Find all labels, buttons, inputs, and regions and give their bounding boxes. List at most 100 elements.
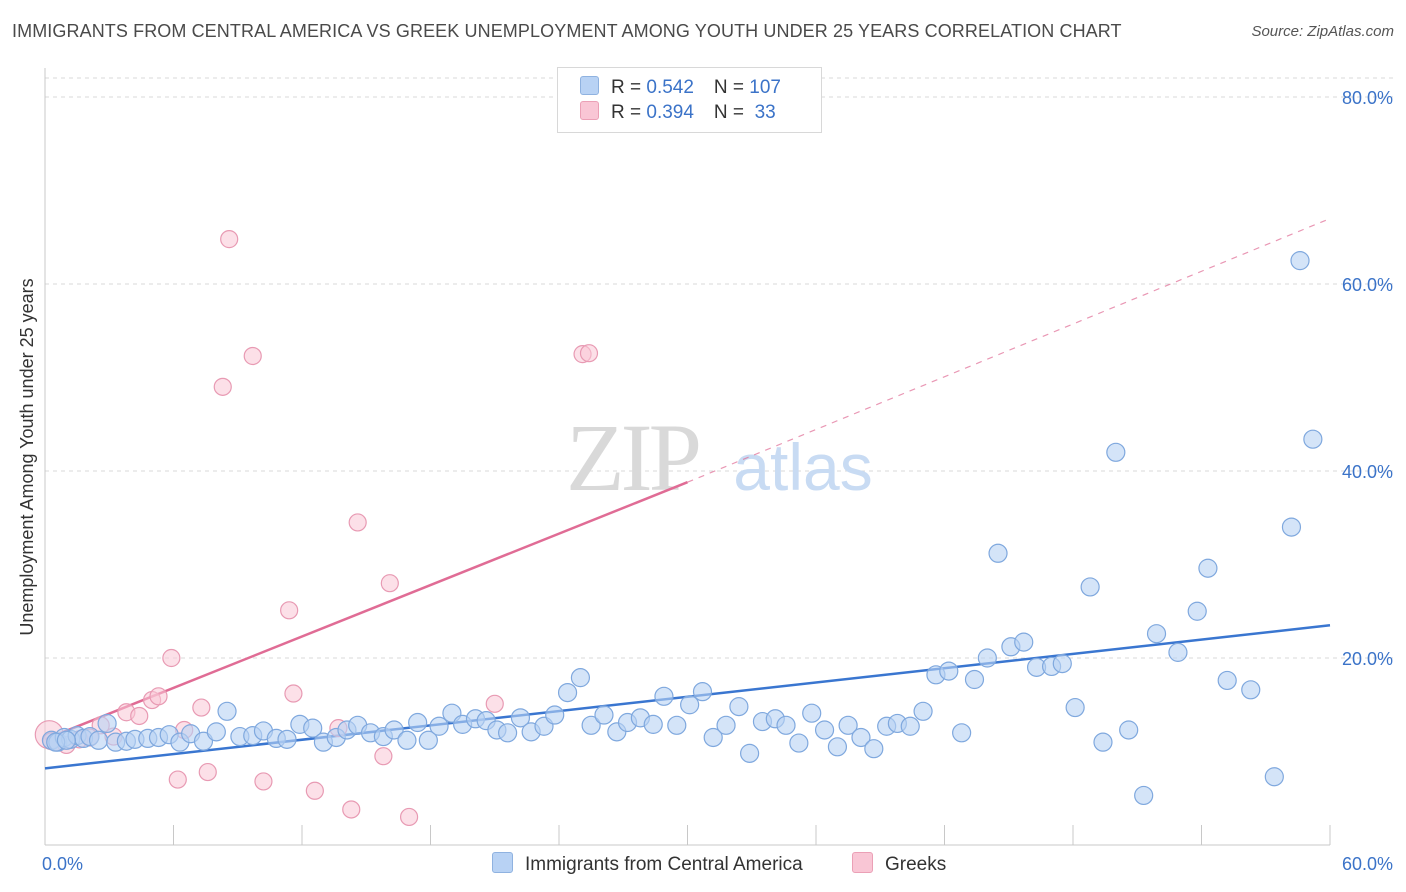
greeks-point	[198, 762, 217, 782]
zipatlas-watermark: ZIP atlas	[566, 404, 873, 511]
y-tick-label: 80.0%	[1342, 88, 1393, 108]
central-america-point	[303, 718, 323, 738]
central-america-point	[1080, 577, 1100, 597]
chart-title: IMMIGRANTS FROM CENTRAL AMERICA VS GREEK…	[12, 21, 1122, 41]
central-america-point	[1168, 642, 1188, 662]
central-america-point	[838, 715, 858, 735]
central-america-point	[1052, 654, 1072, 674]
central-america-point	[570, 668, 591, 688]
x-tick-label: 0.0%	[42, 854, 83, 874]
central-america-point	[193, 731, 214, 751]
central-america-point	[56, 730, 77, 750]
central-america-point	[217, 701, 237, 721]
y-tick-label: 40.0%	[1342, 462, 1393, 482]
series-label-pink: Greeks	[885, 854, 947, 875]
legend-r-value-pink: 0.394	[646, 102, 694, 123]
central-america-point	[510, 708, 531, 728]
central-america-point	[397, 730, 417, 750]
x-tick-label: 60.0%	[1342, 854, 1393, 874]
central-america-point	[581, 715, 601, 735]
legend-n-label: N =	[713, 102, 750, 123]
greeks-point	[213, 377, 232, 396]
central-america-point	[952, 723, 972, 743]
greeks-point	[348, 513, 367, 532]
central-america-point	[1134, 785, 1154, 806]
central-america-point	[594, 705, 614, 725]
greeks-point	[399, 807, 419, 827]
greeks-point	[149, 687, 168, 706]
greeks-point	[243, 346, 262, 366]
central-america-point	[977, 648, 997, 668]
central-america-point	[1241, 680, 1261, 700]
legend-swatch-blue	[580, 76, 599, 95]
central-america-point	[740, 743, 760, 763]
greeks-point	[305, 781, 324, 800]
central-america-point	[680, 695, 700, 715]
legend-n-value-blue: 107	[749, 77, 781, 98]
central-america-point	[1014, 632, 1034, 652]
greeks-point	[162, 648, 181, 668]
central-america-point	[864, 739, 884, 759]
central-america-point	[206, 722, 226, 742]
central-america-point	[1264, 767, 1284, 787]
central-america-point	[703, 727, 723, 748]
central-america-point	[789, 733, 809, 753]
legend-r-value-blue: 0.542	[646, 77, 694, 98]
legend-n-label: N =	[713, 77, 750, 98]
central-america-point	[776, 715, 796, 735]
greeks-point	[168, 770, 187, 789]
trend-extension-greeks	[687, 217, 1331, 483]
legend-row-pink: R = 0.394 N = 33	[580, 101, 776, 127]
central-america-point	[900, 716, 920, 736]
y-axis-label: Unemployment Among Youth under 25 years	[17, 278, 37, 635]
series-swatch-pink	[852, 852, 873, 873]
watermark-atlas: atlas	[733, 430, 872, 504]
series-legend-pink: Greeks	[852, 852, 946, 876]
series-label-blue: Immigrants from Central America	[525, 854, 803, 875]
greeks-point	[280, 601, 299, 620]
central-america-point	[88, 730, 109, 750]
legend-r-label: R =	[611, 102, 647, 123]
greeks-point	[374, 747, 393, 766]
central-america-point	[277, 729, 297, 749]
central-america-point	[988, 543, 1008, 563]
central-america-point	[498, 723, 518, 743]
central-america-point	[545, 705, 565, 725]
central-america-point	[654, 686, 674, 706]
central-america-point	[667, 715, 687, 735]
greeks-point	[485, 694, 504, 713]
central-america-point	[716, 715, 736, 735]
axes	[44, 68, 1331, 846]
correlation-legend: R = 0.542 N = 107 R = 0.394 N = 33	[557, 67, 822, 133]
central-america-point	[1065, 697, 1085, 718]
central-america-point	[384, 720, 404, 740]
central-america-point	[1093, 732, 1113, 752]
central-america-point	[964, 669, 985, 690]
central-america-point	[851, 727, 871, 748]
central-america-point	[1106, 442, 1126, 462]
central-america-point	[1281, 517, 1302, 537]
series-swatch-blue	[492, 852, 513, 873]
greeks-point	[342, 800, 361, 819]
greeks-point	[220, 230, 239, 249]
central-america-point	[408, 712, 428, 733]
legend-n-value-pink: 33	[749, 102, 776, 123]
greeks-point	[284, 684, 303, 703]
chart-source: Source: ZipAtlas.com	[1251, 23, 1394, 40]
central-america-point	[692, 682, 713, 702]
legend-r-label: R =	[611, 77, 647, 98]
central-america-point	[1303, 429, 1323, 449]
central-america-point	[802, 703, 822, 723]
y-tick-label: 20.0%	[1342, 649, 1393, 669]
central-america-point	[1146, 624, 1167, 644]
central-america-point	[1217, 670, 1237, 691]
legend-swatch-pink	[580, 101, 599, 120]
central-america-point	[913, 701, 933, 721]
series-legend-blue: Immigrants from Central America	[492, 852, 803, 876]
central-america-point	[814, 720, 835, 740]
greeks-point	[380, 574, 399, 593]
central-america-point	[1290, 251, 1310, 271]
tick-labels: 20.0% 40.0% 60.0% 80.0% 0.0% 60.0%	[42, 88, 1393, 874]
central-america-points	[41, 251, 1323, 806]
